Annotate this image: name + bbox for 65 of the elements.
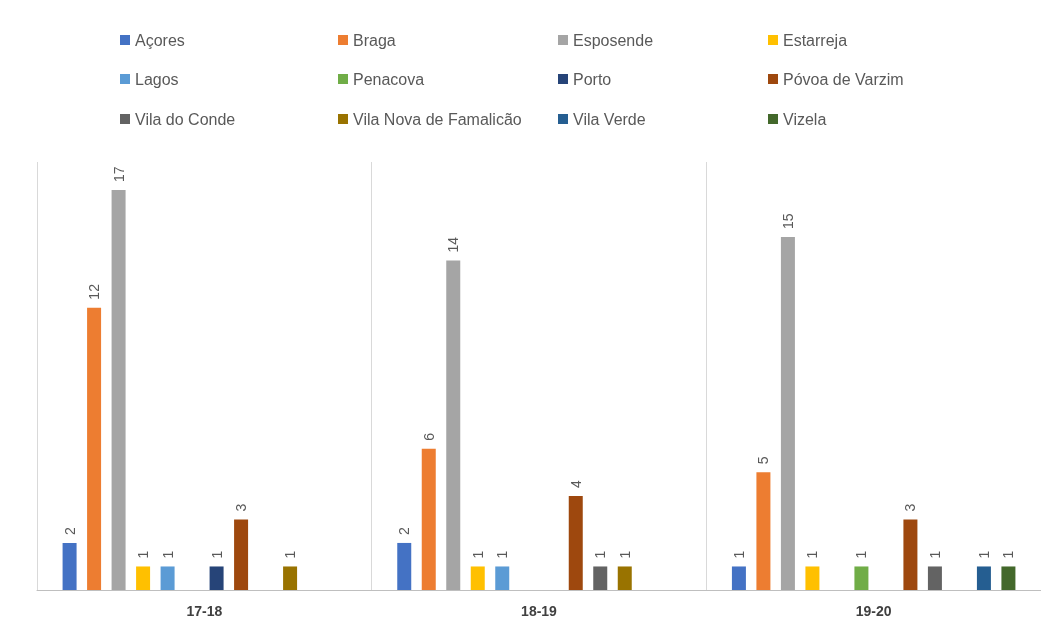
data-label: 1 bbox=[616, 550, 633, 559]
bar bbox=[234, 519, 249, 590]
data-label: 15 bbox=[779, 213, 796, 230]
legend-label: Vila Nova de Famalicão bbox=[353, 110, 522, 128]
legend-label: Vizela bbox=[783, 110, 827, 128]
legend-label: Açores bbox=[135, 31, 185, 49]
bar bbox=[805, 566, 820, 590]
data-label: 1 bbox=[135, 550, 152, 559]
bar bbox=[470, 566, 485, 590]
legend-label: Vila do Conde bbox=[135, 110, 236, 128]
legend-label: Póvoa de Varzim bbox=[783, 70, 904, 88]
bar bbox=[283, 566, 298, 590]
data-label: 1 bbox=[975, 550, 992, 559]
data-label: 1 bbox=[159, 550, 176, 559]
bar bbox=[854, 566, 869, 590]
data-label: 2 bbox=[61, 526, 78, 535]
legend-label: Estarreja bbox=[783, 31, 848, 49]
bar bbox=[446, 260, 461, 590]
data-label: 1 bbox=[469, 550, 486, 559]
data-label: 1 bbox=[730, 550, 747, 559]
bar bbox=[209, 566, 224, 590]
bar bbox=[62, 542, 77, 590]
legend-label: Vila Verde bbox=[573, 110, 646, 128]
legend-label: Lagos bbox=[135, 70, 179, 88]
bar bbox=[903, 519, 918, 590]
data-label: 1 bbox=[592, 550, 609, 559]
bar bbox=[976, 566, 991, 590]
data-label: 1 bbox=[208, 550, 225, 559]
x-tick-label: 18-19 bbox=[521, 603, 558, 619]
legend-label: Esposende bbox=[573, 31, 654, 49]
bar bbox=[111, 190, 126, 590]
bar bbox=[421, 448, 436, 590]
bar bbox=[593, 566, 608, 590]
legend-label: Porto bbox=[573, 70, 612, 88]
data-label: 1 bbox=[1000, 550, 1017, 559]
bar bbox=[780, 237, 795, 590]
data-label: 3 bbox=[233, 503, 250, 512]
bar bbox=[495, 566, 510, 590]
bar bbox=[568, 495, 583, 590]
data-label: 1 bbox=[804, 550, 821, 559]
bar bbox=[927, 566, 942, 590]
bar bbox=[1001, 566, 1016, 590]
x-tick-label: 17-18 bbox=[186, 603, 223, 619]
bar bbox=[397, 542, 412, 590]
bar bbox=[617, 566, 632, 590]
data-label: 2 bbox=[396, 526, 413, 535]
data-label: 12 bbox=[86, 283, 103, 300]
x-tick-label: 19-20 bbox=[855, 603, 892, 619]
data-label: 1 bbox=[494, 550, 511, 559]
bar bbox=[136, 566, 151, 590]
data-label: 3 bbox=[902, 503, 919, 512]
legend-label: Braga bbox=[353, 31, 396, 49]
bar bbox=[756, 472, 771, 590]
bar bbox=[160, 566, 175, 590]
data-label: 5 bbox=[755, 456, 772, 465]
data-label: 1 bbox=[282, 550, 299, 559]
bar bbox=[87, 307, 102, 590]
data-label: 1 bbox=[926, 550, 943, 559]
data-label: 4 bbox=[567, 479, 584, 488]
legend-label: Penacova bbox=[353, 70, 425, 88]
bar bbox=[731, 566, 746, 590]
data-label: 14 bbox=[445, 236, 462, 253]
data-label: 17 bbox=[110, 166, 127, 182]
data-label: 6 bbox=[420, 432, 437, 441]
data-label: 1 bbox=[853, 550, 870, 559]
